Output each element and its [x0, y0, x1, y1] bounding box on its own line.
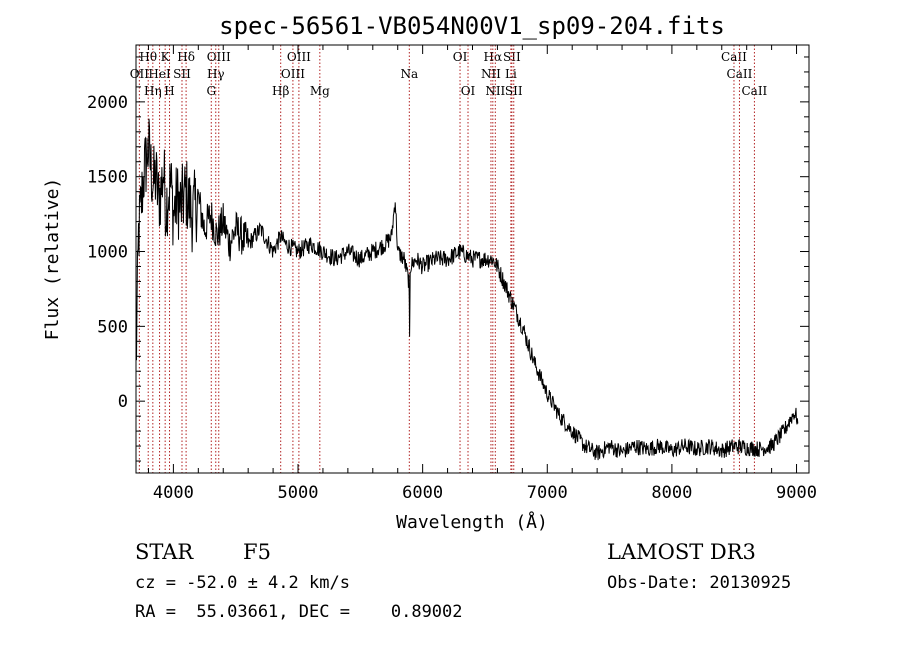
spectral-line-label: Hγ [207, 67, 225, 81]
spectral-line-label: NII [485, 84, 505, 98]
spectral-line-label: Hθ [139, 50, 157, 64]
spectral-line-label: Hδ [177, 50, 195, 64]
spectral-line-label: OIII [287, 50, 311, 64]
line-markers: Hθ Hη K HeI H Hδ SII OIII Hγ G OIII OIII Hβ Mg Na OI OI H… [130, 45, 768, 473]
spectral-line-label: OI [453, 50, 468, 64]
spectral-line-label: OIII [207, 50, 231, 64]
subclass: F5 [243, 540, 271, 564]
x-tick-label: 6000 [402, 483, 443, 503]
spectral-line-label: NII [481, 67, 501, 81]
y-tick-label: 500 [97, 317, 128, 337]
spectral-line-label: SII [503, 50, 521, 64]
spectral-line-label: SII [173, 67, 191, 81]
y-tick-label: 0 [118, 392, 128, 412]
spectral-line-label: Hβ [272, 84, 289, 98]
spectral-line-label: OI [461, 84, 476, 98]
y-tick-label: 2000 [87, 93, 128, 113]
x-tick-label: 4000 [153, 483, 194, 503]
redshift-value: cz = -52.0 ± 4.2 km/s [135, 573, 350, 593]
spectrum-line [135, 118, 799, 461]
coordinates: RA = 55.03661, DEC = 0.89002 [135, 602, 463, 622]
spectral-line-label: CaII [721, 50, 747, 64]
spectral-line-label: OIII [281, 67, 305, 81]
x-tick-label: 9000 [776, 483, 817, 503]
object-class: STAR [135, 540, 194, 564]
x-tick-label: 7000 [527, 483, 568, 503]
spectral-line-label: OII [130, 67, 150, 81]
chart-title: spec-56561-VB054N00V1_sp09-204.fits [219, 12, 725, 40]
spectral-line-label: Na [400, 67, 418, 81]
spectral-line-label: G [206, 84, 216, 98]
y-tick-label: 1500 [87, 168, 128, 188]
x-tick-label: 8000 [651, 483, 692, 503]
spectral-line-label: H [164, 84, 174, 98]
spectral-line-label: CaII [741, 84, 767, 98]
spectral-line-label: Li [505, 67, 517, 81]
y-tick-label: 1000 [87, 243, 128, 263]
spectral-line-label: Hα [484, 50, 503, 64]
spectral-line-label: Hη [144, 84, 162, 98]
spectral-line-label: Mg [310, 84, 330, 98]
survey-name: LAMOST DR3 [607, 540, 756, 564]
axes: 4000 5000 6000 7000 8000 9000 0 500 1000 1500 2000 [87, 45, 817, 503]
spectral-line-label: K [161, 50, 171, 64]
spectrum-chart: spec-56561-VB054N00V1_sp09-204.fits Hθ Hη… [42, 12, 817, 533]
x-tick-label: 5000 [278, 483, 319, 503]
spectral-line-label: HeI [148, 67, 171, 81]
obs-date: Obs-Date: 20130925 [607, 573, 792, 593]
y-axis-label: Flux (relative) [42, 178, 63, 341]
spectrum-series [135, 118, 799, 461]
spectral-line-label: CaII [727, 67, 753, 81]
x-axis-label: Wavelength (Å) [396, 511, 548, 533]
spectral-line-label: SII [505, 84, 523, 98]
